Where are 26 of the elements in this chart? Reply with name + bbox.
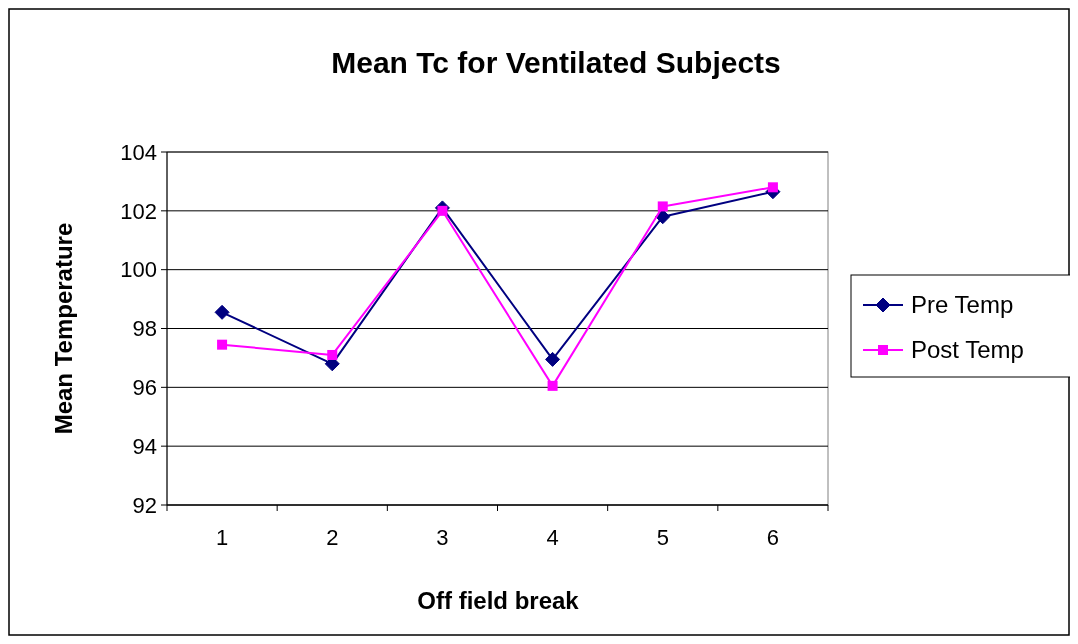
x-tick-label: 1 bbox=[215, 525, 229, 550]
y-axis-title: Mean Temperature bbox=[50, 222, 77, 435]
x-tick-label: 3 bbox=[436, 525, 449, 550]
x-tick-label: 2 bbox=[326, 525, 339, 550]
point bbox=[657, 201, 668, 212]
point bbox=[214, 304, 230, 320]
y-tick-label: 104 bbox=[120, 139, 157, 165]
x-axis-title: Off field break bbox=[417, 587, 580, 614]
y-tick-label: 94 bbox=[132, 433, 157, 459]
x-tick-label: 4 bbox=[546, 525, 559, 550]
point bbox=[437, 205, 448, 216]
y-tick-label: 100 bbox=[120, 257, 157, 283]
point bbox=[545, 351, 561, 367]
legend-label: Pre Temp bbox=[911, 291, 1014, 319]
point bbox=[327, 349, 338, 360]
point bbox=[547, 380, 558, 391]
x-tick-label: 5 bbox=[656, 525, 669, 550]
x-tick-label: 6 bbox=[766, 525, 780, 550]
y-tick-label: 98 bbox=[132, 316, 157, 342]
y-tick-label: 96 bbox=[132, 375, 157, 401]
point bbox=[217, 339, 228, 350]
point bbox=[767, 182, 778, 193]
chart-title: Mean Tc for Ventilated Subjects bbox=[331, 46, 781, 79]
y-tick-label: 92 bbox=[132, 492, 157, 518]
legend-label: Post Temp bbox=[911, 336, 1024, 364]
y-tick-label: 102 bbox=[120, 198, 157, 224]
